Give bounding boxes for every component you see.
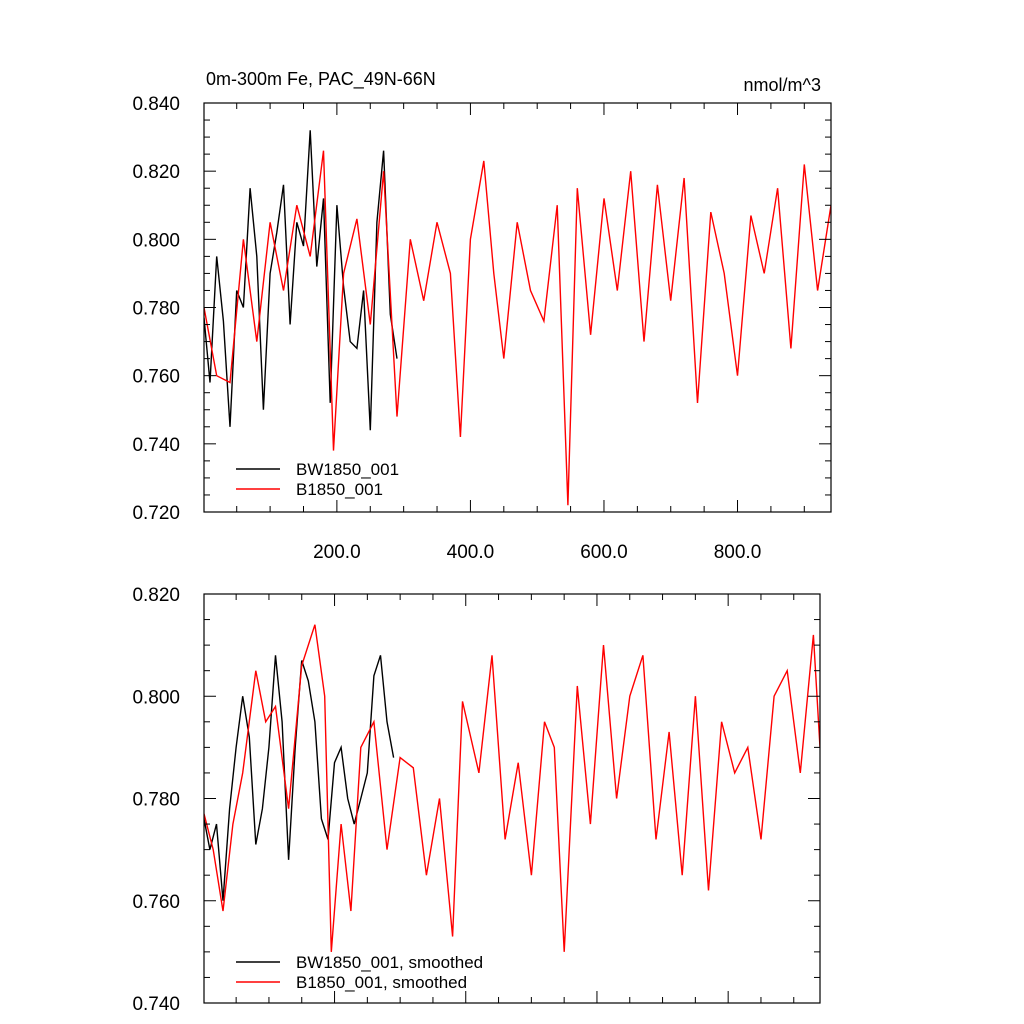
- y-tick-label: 0.760: [132, 367, 180, 388]
- chart-title: 0m-300m Fe, PAC_49N-66N: [206, 69, 436, 90]
- legend-label: B1850_001: [296, 480, 383, 499]
- y-tick-label: 0.720: [132, 503, 180, 524]
- y-tick-label: 0.800: [132, 687, 180, 708]
- x-tick-label: 800.0: [714, 542, 762, 563]
- series-line-2: [204, 624, 820, 952]
- legend-label: BW1850_001, smoothed: [296, 953, 483, 972]
- y-tick-label: 0.840: [132, 94, 180, 115]
- x-tick-label: 400.0: [447, 542, 495, 563]
- x-tick-label: 200.0: [313, 542, 361, 563]
- y-tick-label: 0.740: [132, 994, 180, 1015]
- series-line-2: [204, 150, 831, 506]
- y-tick-label: 0.780: [132, 790, 180, 811]
- top-panel: 0.720 0.740 0.760 0.780 0.800 0.820 0.840 200.0…: [132, 69, 832, 563]
- legend-label: B1850_001, smoothed: [296, 973, 467, 992]
- plot-frame: [203, 102, 832, 513]
- bottom-panel: 0.740 0.760 0.780 0.800 0.820 BW1850_001, smo…: [132, 585, 821, 1015]
- y-tick-label: 0.780: [132, 299, 180, 320]
- legend-label: BW1850_001: [296, 460, 399, 479]
- y-tick-label: 0.820: [132, 162, 180, 183]
- y-tick-label: 0.800: [132, 230, 180, 251]
- units-label: nmol/m^3: [744, 75, 821, 95]
- y-tick-label: 0.740: [132, 435, 180, 456]
- series-line-1: [204, 130, 398, 431]
- x-tick-label: 600.0: [580, 542, 628, 563]
- y-tick-label: 0.760: [132, 892, 180, 913]
- y-tick-label: 0.820: [132, 585, 180, 606]
